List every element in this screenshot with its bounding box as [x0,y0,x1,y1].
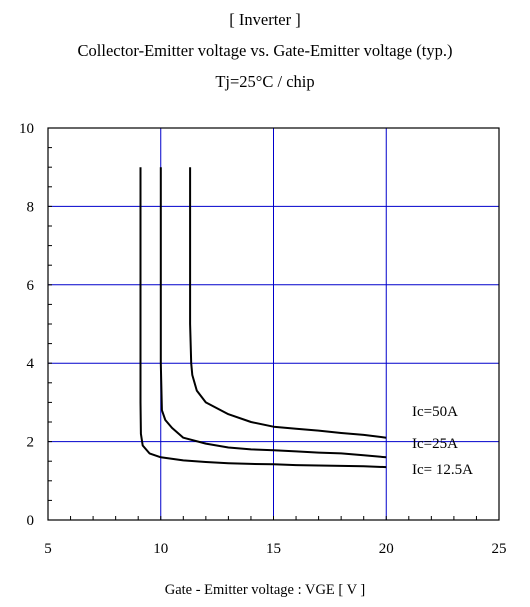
x-axis-label: Gate - Emitter voltage : VGE [ V ] [164,582,366,598]
y-tick-label-0: 0 [27,513,35,529]
plot-frame [47,127,500,521]
x-tick-label-20: 20 [379,541,394,557]
y-tick-label-10: 10 [19,121,34,137]
series-line-0 [189,167,387,439]
x-tick-label-10: 10 [153,541,168,557]
series-label-0: Ic=50A [412,404,458,420]
series-line-1 [159,167,387,459]
series-label-1: Ic=25A [412,436,458,452]
chart-header-line-1: [ Inverter ] [229,10,301,29]
x-tick-label-15: 15 [266,541,281,557]
series-label-2: Ic= 12.5A [412,462,473,478]
x-tick-label-25: 25 [492,541,507,557]
y-tick-label-2: 2 [27,435,35,451]
chart-header-line-3: Tj=25°C / chip [215,72,315,91]
series-line-2 [139,167,387,469]
y-tick-label-6: 6 [27,278,35,294]
chart-header-line-2: Collector-Emitter voltage vs. Gate-Emitt… [77,41,453,60]
x-tick-label-5: 5 [44,541,52,557]
y-tick-label-8: 8 [27,199,35,215]
y-tick-label-4: 4 [27,356,35,372]
